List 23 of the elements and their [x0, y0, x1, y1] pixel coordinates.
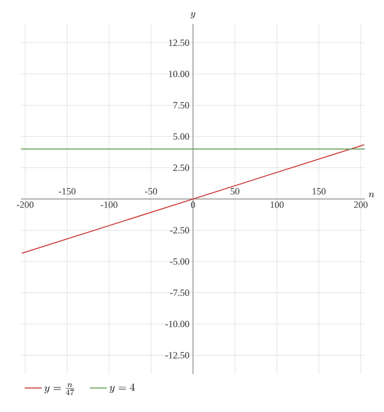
y-axis-title: $y$ [190, 12, 196, 19]
legend-label: $y=4$ [110, 383, 135, 394]
x-tick-label: -200 [16, 202, 34, 208]
y-tick-label: -12.50 [165, 352, 190, 358]
y-tick-label: 12.50 [169, 40, 190, 46]
x-tick-label: 100 [270, 202, 284, 208]
y-tick-label: -10.00 [165, 320, 190, 328]
x2-tick-label: 50 [230, 188, 240, 194]
y-tick-label: -5.00 [170, 258, 190, 265]
y-tick-label: 7.50 [174, 102, 190, 108]
y-tick-label: -7.50 [170, 290, 190, 296]
legend-label: $y=\frac{n}{47}$ [44, 383, 74, 396]
x-tick-label: 0 [190, 202, 196, 208]
x2-tick-label: 150 [312, 188, 326, 194]
x-tick-label: 200 [354, 202, 368, 208]
y-tick-label: 10.00 [169, 70, 190, 78]
x-axis-title: $n$ [368, 192, 374, 198]
y-tick-label: -2.50 [170, 227, 190, 234]
x2-tick-label: -50 [145, 188, 157, 194]
x2-tick-label: -150 [58, 188, 76, 194]
y-tick-label: 2.50 [173, 164, 190, 171]
y-tick-label: 5.00 [173, 133, 190, 140]
x-tick-label: -100 [100, 202, 118, 208]
